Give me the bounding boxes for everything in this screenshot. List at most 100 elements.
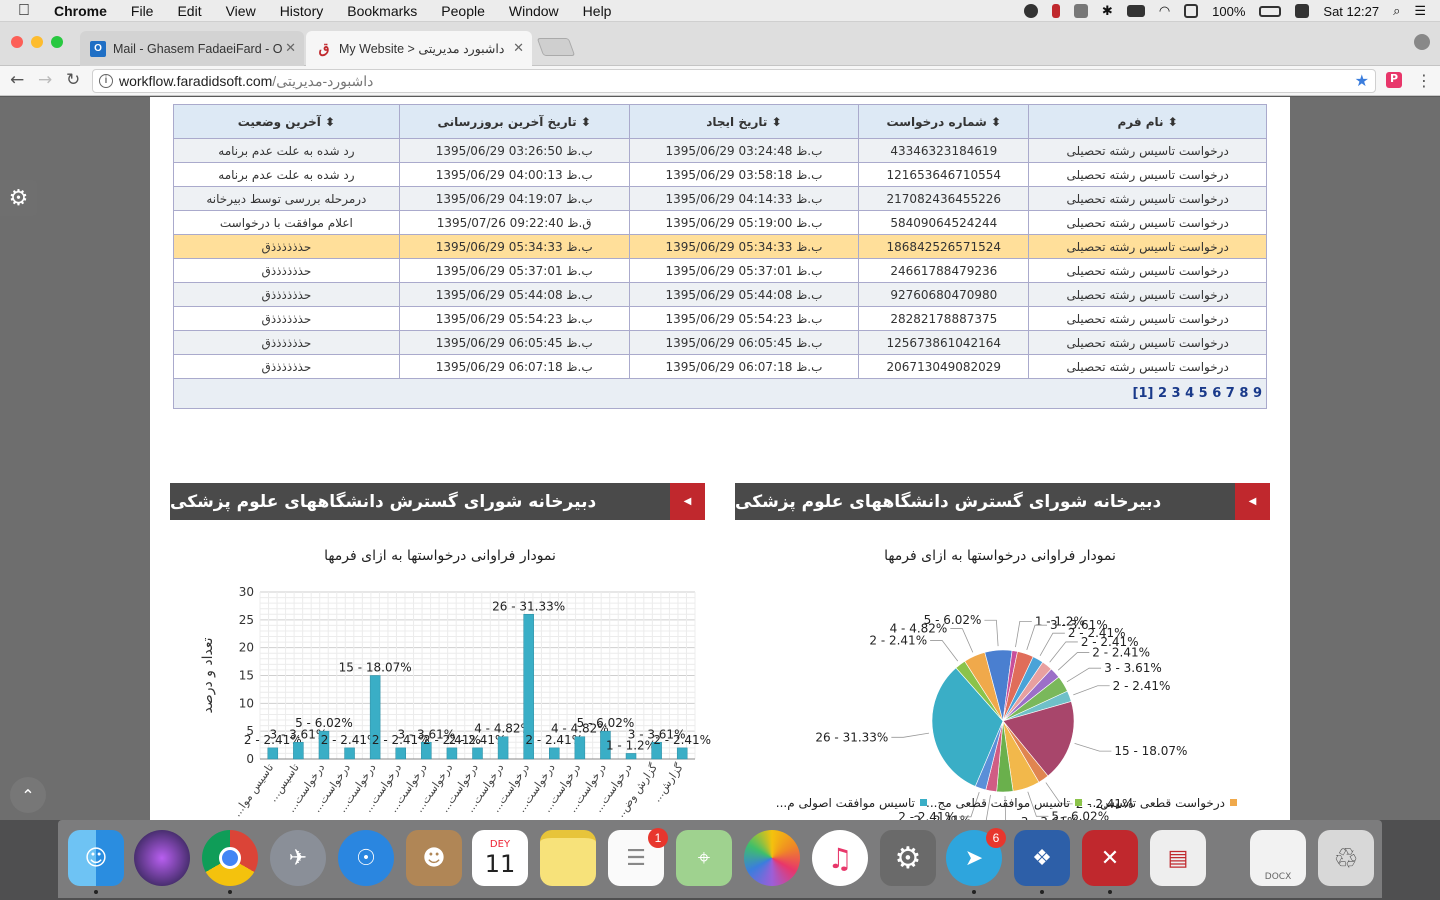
airplay-icon[interactable] [1184, 4, 1199, 18]
user-switch-icon[interactable] [1295, 4, 1310, 18]
docx-file-icon[interactable]: DOCX [1250, 830, 1306, 886]
reminders-icon[interactable]: ☰ 1 [608, 828, 668, 886]
column-header[interactable]: ⬍ آخرین وضعیت [173, 104, 400, 139]
table-cell: 1395/06/29 05:34:33 ب.ظ [628, 234, 860, 259]
back-icon[interactable]: ← [10, 70, 25, 90]
collapse-arrow-icon[interactable]: ◀ [1235, 483, 1270, 520]
status-app-icon[interactable] [1023, 4, 1038, 18]
pie-leader-line [984, 619, 999, 647]
tab-my-website-title: My Website > داشبورد مدیریتی [339, 42, 505, 56]
battery-percent[interactable]: 100% [1212, 3, 1246, 19]
zoom-window-button[interactable] [51, 36, 63, 48]
trash-icon[interactable]: ♲ [1318, 830, 1374, 886]
pagination[interactable]: [1] 2 3 4 5 6 7 8 9 [173, 378, 1267, 409]
column-header[interactable]: ⬍ تاریخ آخرین بروزرسانی [398, 104, 630, 139]
table-cell: اعلام موافقت با درخواست [173, 210, 400, 235]
close-window-button[interactable] [11, 36, 23, 48]
scroll-to-top-icon[interactable]: ⌃ [10, 777, 46, 813]
reload-icon[interactable]: ↻ [66, 70, 81, 90]
telegram-icon[interactable]: ➤ 6 [946, 828, 1006, 894]
spotlight-icon[interactable]: ⌕ [1393, 3, 1401, 18]
menu-bookmarks[interactable]: Bookmarks [347, 2, 418, 19]
safari-icon[interactable]: ☉ [338, 830, 394, 886]
notes-icon[interactable] [540, 830, 596, 886]
minimize-window-button[interactable] [31, 36, 43, 48]
table-row[interactable]: درخواست تاسیس رشته تحصیلی 121653646710554… [173, 162, 1267, 187]
itunes-icon[interactable]: ♫ [812, 830, 868, 886]
column-header[interactable]: ⬍ نام فرم [1028, 104, 1267, 139]
table-row[interactable]: درخواست تاسیس رشته تحصیلی 43346323184619 1… [173, 138, 1267, 163]
maps-icon[interactable]: ⌖ [676, 830, 732, 886]
menu-window[interactable]: Window [508, 2, 559, 19]
table-row[interactable]: درخواست تاسیس رشته تحصیلی 125673861042164… [173, 330, 1267, 355]
profile-icon[interactable] [1414, 34, 1430, 50]
table-cell: 28282178887375 [858, 306, 1030, 331]
pie-leader-line [1026, 624, 1048, 650]
menu-edit[interactable]: Edit [177, 2, 202, 19]
photos-icon[interactable] [744, 830, 800, 886]
parallels-icon[interactable] [1051, 4, 1060, 18]
y-tick-label: 25 [239, 613, 254, 627]
table-row[interactable]: درخواست تاسیس رشته تحصیلی 58409064524244 1… [173, 210, 1267, 235]
pie-chart: 26 - 31.33%2 - 2.41%4 - 4.82%5 - 6.02% 1 … [776, 613, 1237, 820]
clock[interactable]: Sat 12:27 [1323, 3, 1380, 19]
system-preferences-icon[interactable]: ⚙ [880, 830, 936, 886]
battery-icon[interactable] [1259, 5, 1282, 17]
legend-label: ...درخواست قطعی تاسیس [1089, 796, 1225, 811]
table-row[interactable]: درخواست تاسیس رشته تحصیلی 92760680470980 1… [173, 282, 1267, 307]
reminders-badge: 1 [648, 828, 668, 848]
table-row[interactable]: درخواست تاسیس رشته تحصیلی 206713049082029… [173, 354, 1267, 379]
pie-leader-line [1004, 795, 1007, 820]
menu-people[interactable]: People [441, 2, 485, 19]
url-path: /داشبورد-مدیریتی [272, 72, 374, 89]
pie-data-label: 2 - 2.41% [913, 814, 971, 820]
notification-center-icon[interactable]: ☰ [1414, 3, 1426, 18]
tab-close-icon[interactable]: ✕ [513, 40, 524, 55]
remote-desktop-icon[interactable]: ✕ [1082, 830, 1138, 894]
column-header[interactable]: ⬍ تاریخ ایجاد [628, 104, 860, 139]
bluetooth-icon[interactable]: ✱ [1101, 3, 1113, 18]
table-row[interactable]: درخواست تاسیس رشته تحصیلی 217082436455226… [173, 186, 1267, 211]
finder-icon[interactable]: ☺ [68, 830, 124, 894]
menu-view[interactable]: View [225, 2, 256, 19]
bookmark-star-icon[interactable]: ★ [1354, 73, 1369, 90]
parallels-desktop-icon[interactable]: ❖ [1014, 830, 1070, 894]
forward-icon[interactable]: → [38, 70, 53, 90]
table-row[interactable]: درخواست تاسیس رشته تحصیلی 186842526571524… [173, 234, 1267, 259]
new-tab-button[interactable] [536, 38, 576, 56]
bar [369, 675, 381, 760]
cloud-icon[interactable] [1073, 4, 1088, 18]
keyboard-icon[interactable] [1126, 5, 1145, 17]
menu-app-name[interactable]: Chrome [54, 2, 107, 19]
windows-app-icon[interactable]: ▤ [1150, 830, 1206, 886]
panel-header-right: دبیرخانه شورای گسترش دانشگاههای علوم پزش… [735, 483, 1270, 520]
y-axis-label: تعداد و درصد [200, 637, 216, 713]
address-input[interactable]: i workflow.faradidsoft.com/داشبورد-مدیری… [92, 69, 1376, 93]
table-row[interactable]: درخواست تاسیس رشته تحصیلی 28282178887375 1… [173, 306, 1267, 331]
info-icon[interactable]: i [99, 74, 113, 88]
apple-menu-icon[interactable]:  [18, 2, 40, 20]
calendar-month: DEY [489, 838, 511, 850]
chrome-menu-icon[interactable]: ⋮ [1416, 71, 1432, 90]
menu-history[interactable]: History [279, 2, 324, 19]
extension-icon[interactable]: P [1386, 72, 1402, 88]
column-header[interactable]: ⬍ شماره درخواست [858, 104, 1030, 139]
launchpad-icon[interactable]: ✈ [270, 830, 326, 886]
chrome-icon[interactable] [202, 830, 258, 894]
menu-file[interactable]: File [130, 2, 154, 19]
contacts-icon[interactable]: ☻ [406, 830, 462, 886]
table-row[interactable]: درخواست تاسیس رشته تحصیلی 24661788479236 1… [173, 258, 1267, 283]
pie-data-label: 26 - 31.33% [815, 730, 888, 744]
wifi-icon[interactable]: ◠ [1158, 3, 1171, 18]
menu-help[interactable]: Help [582, 2, 612, 19]
table-cell: 186842526571524 [858, 234, 1030, 259]
tab-my-website[interactable]: ق My Website > داشبورد مدیریتی ✕ [306, 31, 532, 66]
tab-mail[interactable]: O Mail - Ghasem FadaeiFard - O ✕ [80, 31, 304, 66]
settings-gear-icon[interactable]: ⚙ [0, 180, 37, 216]
calendar-icon[interactable]: DEY 11 [472, 830, 528, 886]
siri-icon[interactable] [134, 830, 190, 886]
y-tick-label: 10 [239, 696, 254, 710]
table-cell: 1395/06/29 06:05:45 ب.ظ [628, 330, 860, 355]
tab-close-icon[interactable]: ✕ [285, 40, 296, 55]
collapse-arrow-icon[interactable]: ◀ [670, 483, 705, 520]
